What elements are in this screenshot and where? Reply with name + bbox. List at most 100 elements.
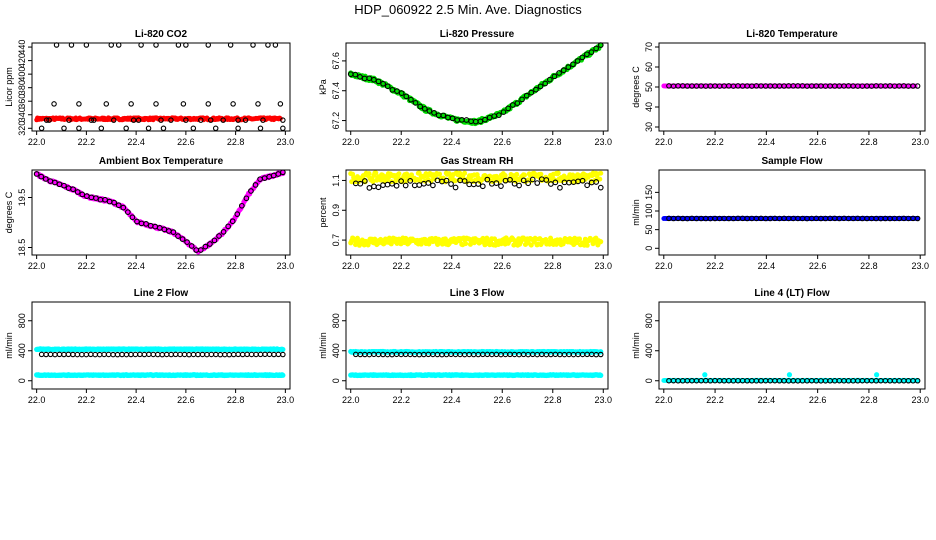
data-point — [183, 42, 189, 48]
data-point — [208, 351, 215, 358]
panel-ambient-box-temperature: Ambient Box Temperature 22.0 22.2 22.4 22.6 2… — [4, 156, 294, 271]
data-point — [525, 180, 532, 187]
data-point — [398, 178, 404, 184]
data-point — [79, 351, 85, 358]
data-point — [184, 239, 190, 245]
y-tick-label: 30 — [644, 122, 654, 132]
data-point — [505, 105, 512, 112]
data-point — [177, 351, 183, 358]
data-point — [141, 351, 148, 358]
data-point — [83, 42, 90, 48]
series-1-min-high — [34, 346, 286, 353]
data-point — [74, 189, 81, 195]
y-tick-label: 150 — [644, 185, 654, 200]
data-point — [115, 202, 122, 209]
y-tick-label: 50 — [644, 225, 654, 235]
data-point — [143, 221, 149, 227]
data-point — [130, 117, 137, 123]
data-point — [68, 42, 75, 48]
data-point — [88, 117, 95, 123]
data-point — [523, 92, 530, 99]
data-point — [160, 125, 167, 132]
data-point — [128, 101, 134, 107]
data-point — [255, 101, 261, 107]
data-point — [479, 183, 486, 190]
data-point — [366, 171, 372, 177]
x-tick-label: 22.8 — [860, 137, 878, 147]
series-1-min-low — [348, 372, 604, 379]
panel-title: Line 4 (LT) Flow — [754, 288, 830, 299]
data-point — [265, 42, 271, 48]
x-tick-label: 22.6 — [809, 395, 827, 405]
data-point — [498, 183, 504, 190]
x-tick-label: 22.8 — [227, 261, 245, 271]
x-tick-label: 22.2 — [392, 395, 410, 405]
data-point — [411, 182, 418, 189]
y-tick-label: 0 — [644, 246, 654, 251]
plot-frame — [31, 301, 291, 390]
data-point — [195, 351, 201, 358]
data-point — [598, 372, 604, 378]
data-point — [179, 236, 186, 242]
data-point — [110, 117, 117, 123]
data-point — [253, 351, 259, 358]
data-point — [96, 351, 103, 358]
data-point — [190, 125, 197, 132]
data-point — [371, 76, 377, 83]
data-point — [556, 70, 562, 76]
x-tick-label: 23.0 — [911, 395, 929, 405]
data-point — [199, 351, 206, 358]
data-point — [509, 102, 516, 108]
data-point — [570, 61, 576, 68]
data-point — [366, 184, 373, 191]
data-point — [61, 125, 67, 132]
data-point — [477, 118, 484, 125]
y-tick-label: 400 — [644, 343, 654, 358]
x-tick-label: 22.0 — [655, 137, 673, 147]
data-point — [373, 170, 379, 176]
data-point — [146, 351, 152, 358]
series-2-5-min — [352, 176, 604, 191]
data-point — [42, 176, 49, 182]
plot-frame — [658, 169, 926, 256]
data-point — [914, 215, 921, 222]
data-point — [110, 351, 116, 358]
data-point — [61, 351, 67, 358]
data-point — [243, 195, 250, 202]
data-point — [76, 101, 82, 107]
data-point — [409, 172, 415, 178]
data-point — [111, 199, 118, 206]
y-axis-label: percent — [318, 197, 328, 228]
x-tick-label: 22.2 — [392, 137, 410, 147]
data-point — [190, 351, 197, 358]
x-tick-label: 22.0 — [28, 395, 46, 405]
data-point — [230, 351, 237, 358]
data-point — [98, 125, 105, 132]
data-point — [452, 178, 458, 184]
series-2-5-min — [38, 351, 286, 358]
data-point — [529, 176, 536, 183]
data-point — [514, 171, 520, 177]
x-tick-label: 23.0 — [277, 137, 295, 147]
data-point — [183, 117, 189, 123]
data-point — [394, 88, 400, 94]
data-point — [222, 351, 228, 358]
x-tick-label: 22.2 — [78, 137, 96, 147]
data-point — [528, 242, 534, 248]
data-point — [280, 346, 286, 353]
x-tick-label: 22.8 — [544, 261, 562, 271]
data-point — [38, 173, 45, 180]
y-axis-label: ml/min — [631, 332, 641, 359]
data-point — [403, 93, 410, 100]
data-point — [51, 101, 57, 107]
series-1-min — [34, 169, 286, 255]
x-tick-label: 22.6 — [177, 395, 195, 405]
data-point — [560, 67, 567, 74]
data-point — [92, 351, 98, 358]
data-point — [145, 125, 152, 132]
data-point — [138, 42, 144, 48]
data-point — [212, 125, 219, 132]
plot-frame — [658, 301, 926, 390]
data-point — [396, 171, 402, 177]
data-point — [431, 110, 437, 116]
